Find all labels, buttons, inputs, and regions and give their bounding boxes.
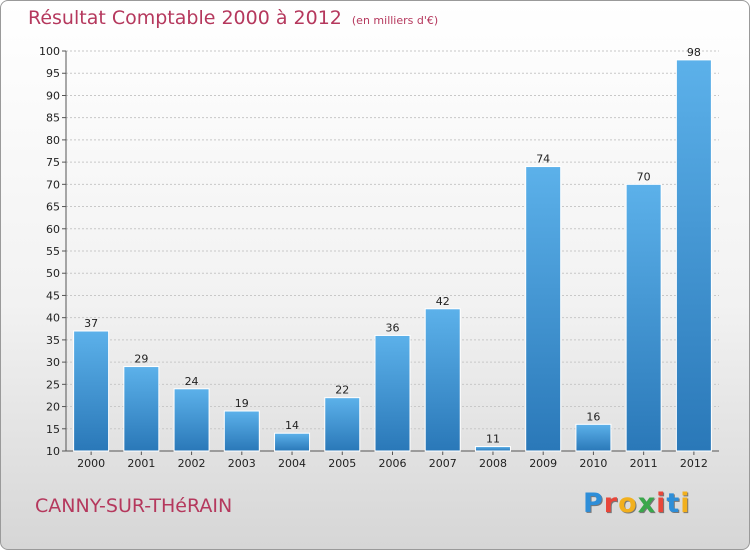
y-tick-label: 65 xyxy=(46,201,60,214)
y-tick-label: 30 xyxy=(46,356,60,369)
chart-title-text: Résultat Comptable 2000 à 2012 xyxy=(28,7,342,29)
bar-2011 xyxy=(625,183,662,452)
bar-value-label: 11 xyxy=(486,433,500,446)
y-tick-label: 50 xyxy=(46,267,60,280)
x-tick-label: 2006 xyxy=(379,457,407,470)
x-tick-label: 2005 xyxy=(328,457,356,470)
bar-value-label: 74 xyxy=(536,153,550,166)
bars xyxy=(73,59,712,452)
logo-letter: o xyxy=(618,488,638,519)
bar-value-label: 70 xyxy=(637,170,651,183)
x-tick-label: 2008 xyxy=(479,457,507,470)
y-tick-label: 75 xyxy=(46,156,60,169)
y-tick-label: 95 xyxy=(46,67,60,80)
bar-value-label: 29 xyxy=(134,353,148,366)
chart-title: Résultat Comptable 2000 à 2012 (en millie… xyxy=(28,7,438,29)
chart-subtitle: (en milliers d'€) xyxy=(351,14,439,27)
x-tick-label: 2000 xyxy=(77,457,105,470)
y-tick-label: 15 xyxy=(46,423,60,436)
bar-2002 xyxy=(173,388,210,452)
y-tick-label: 20 xyxy=(46,401,60,414)
bar-2007 xyxy=(424,308,461,452)
bar-2009 xyxy=(525,166,562,452)
y-tick-label: 55 xyxy=(46,245,60,258)
bar-value-label: 37 xyxy=(84,317,98,330)
x-tick-label: 2009 xyxy=(529,457,557,470)
labels: 10 15 20 25 30 35 40 45 50 55 60 65 70 75 80 85 90 95 100 3… xyxy=(39,45,708,470)
x-tick-label: 2004 xyxy=(278,457,306,470)
bar-2001 xyxy=(123,366,160,452)
bar-2004 xyxy=(274,432,311,452)
logo-letter: i xyxy=(656,488,667,519)
y-tick-label: 60 xyxy=(46,223,60,236)
logo-letter: i xyxy=(680,488,691,519)
location-name: CANNY-SUR-THéRAIN xyxy=(35,495,233,517)
bar-value-label: 19 xyxy=(235,397,249,410)
x-tick-label: 2002 xyxy=(178,457,206,470)
logo-letter: P xyxy=(583,488,604,519)
y-tick-label: 85 xyxy=(46,112,60,125)
bar-value-label: 98 xyxy=(687,46,701,59)
y-tick-label: 25 xyxy=(46,378,60,391)
bar-2010 xyxy=(575,423,612,452)
x-tick-label: 2011 xyxy=(630,457,658,470)
y-tick-label: 70 xyxy=(46,178,60,191)
logo-letter: t xyxy=(666,488,681,519)
logo-letter: x xyxy=(637,488,657,519)
logo-letter: r xyxy=(603,488,619,519)
bar-2012 xyxy=(675,59,712,452)
x-tick-label: 2001 xyxy=(127,457,155,470)
x-tick-label: 2007 xyxy=(429,457,457,470)
bar-value-label: 24 xyxy=(185,375,199,388)
bar-2000 xyxy=(73,330,110,452)
bar-2005 xyxy=(324,397,361,452)
bar-2003 xyxy=(223,410,260,452)
y-tick-label: 80 xyxy=(46,134,60,147)
y-tick-label: 35 xyxy=(46,334,60,347)
bar-2006 xyxy=(374,334,411,452)
x-tick-label: 2003 xyxy=(228,457,256,470)
bar-2008 xyxy=(474,446,511,452)
y-tick-label: 45 xyxy=(46,289,60,302)
x-tick-label: 2012 xyxy=(680,457,708,470)
y-tick-label: 100 xyxy=(39,45,60,58)
proxiti-logo: Proxiti xyxy=(583,488,691,519)
bar-value-label: 42 xyxy=(436,295,450,308)
bar-value-label: 14 xyxy=(285,419,299,432)
y-tick-label: 10 xyxy=(46,445,60,458)
bar-value-label: 22 xyxy=(335,384,349,397)
bar-value-label: 16 xyxy=(586,410,600,423)
bar-value-label: 36 xyxy=(386,321,400,334)
y-tick-label: 90 xyxy=(46,89,60,102)
y-tick-label: 40 xyxy=(46,312,60,325)
x-tick-label: 2010 xyxy=(579,457,607,470)
